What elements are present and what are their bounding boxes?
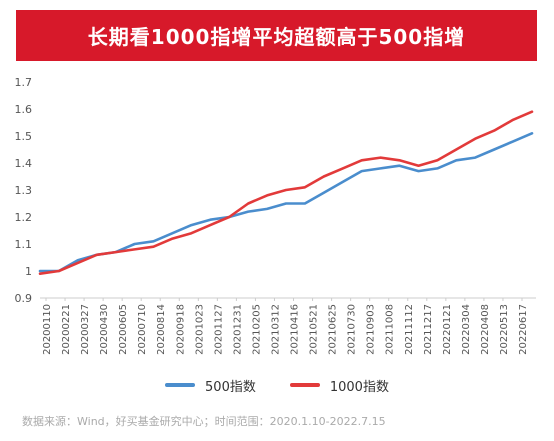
legend-swatch-500 xyxy=(165,383,196,387)
x-tick-label: 20220617 xyxy=(518,304,529,355)
x-tick-label: 20220408 xyxy=(480,304,491,355)
chart-legend: 500指数 1000指数 xyxy=(0,374,554,396)
chart-title: 长期看1000指增平均超额高于500指增 xyxy=(87,25,466,49)
x-tick-label: 20211008 xyxy=(385,304,396,355)
x-tick-label: 20200918 xyxy=(175,304,186,355)
x-tick-label: 20220513 xyxy=(499,304,510,355)
legend-label-500: 500指数 xyxy=(205,379,256,395)
y-tick-label: 1 xyxy=(25,265,32,278)
x-tick-label: 20200814 xyxy=(156,304,167,355)
y-tick-label: 1.7 xyxy=(15,76,33,89)
x-tick-label: 20211112 xyxy=(404,304,415,355)
y-tick-label: 1.1 xyxy=(15,238,33,251)
x-tick-label: 20200430 xyxy=(99,304,110,355)
legend-item-1000[interactable]: 1000指数 xyxy=(289,376,389,395)
series-line-500 xyxy=(38,132,534,273)
x-tick-label: 20220121 xyxy=(442,304,453,355)
x-tick-label: 20200110 xyxy=(42,304,53,355)
x-tick-label: 20210521 xyxy=(309,304,320,355)
x-tick-label: 20210205 xyxy=(251,304,262,355)
x-tick-label: 20220304 xyxy=(461,304,472,355)
x-tick-label: 20210625 xyxy=(328,304,339,355)
legend-label-1000: 1000指数 xyxy=(329,379,389,395)
x-tick-label: 20200327 xyxy=(80,304,91,355)
x-tick-label: 20201127 xyxy=(213,304,224,355)
data-source-note: 数据来源：Wind，好买基金研究中心；时间范围：2020.1.10-2022.7… xyxy=(22,415,386,428)
y-tick-label: 1.4 xyxy=(15,157,33,170)
y-tick-label: 0.9 xyxy=(15,292,33,305)
y-tick-label: 1.3 xyxy=(15,184,33,197)
series-line-1000 xyxy=(38,110,534,276)
y-tick-label: 1.2 xyxy=(15,211,33,224)
x-tick-label: 20200605 xyxy=(118,304,129,355)
x-tick-label: 20210730 xyxy=(347,304,358,355)
x-tick-label: 20211217 xyxy=(423,304,434,355)
x-tick-label: 20201231 xyxy=(232,304,243,355)
x-tick-label: 20210903 xyxy=(366,304,377,355)
x-tick-label: 20210312 xyxy=(270,304,281,355)
x-tick-label: 20200221 xyxy=(61,304,72,355)
y-tick-label: 1.5 xyxy=(15,130,33,143)
title-banner: 长期看1000指增平均超额高于500指增 xyxy=(16,10,537,61)
x-tick-label: 20210416 xyxy=(290,304,301,355)
legend-swatch-1000 xyxy=(289,383,320,387)
legend-item-500[interactable]: 500指数 xyxy=(165,376,256,395)
x-tick-label: 20200710 xyxy=(137,304,148,355)
x-tick-label: 20201023 xyxy=(194,304,205,355)
y-tick-label: 1.6 xyxy=(15,103,33,116)
